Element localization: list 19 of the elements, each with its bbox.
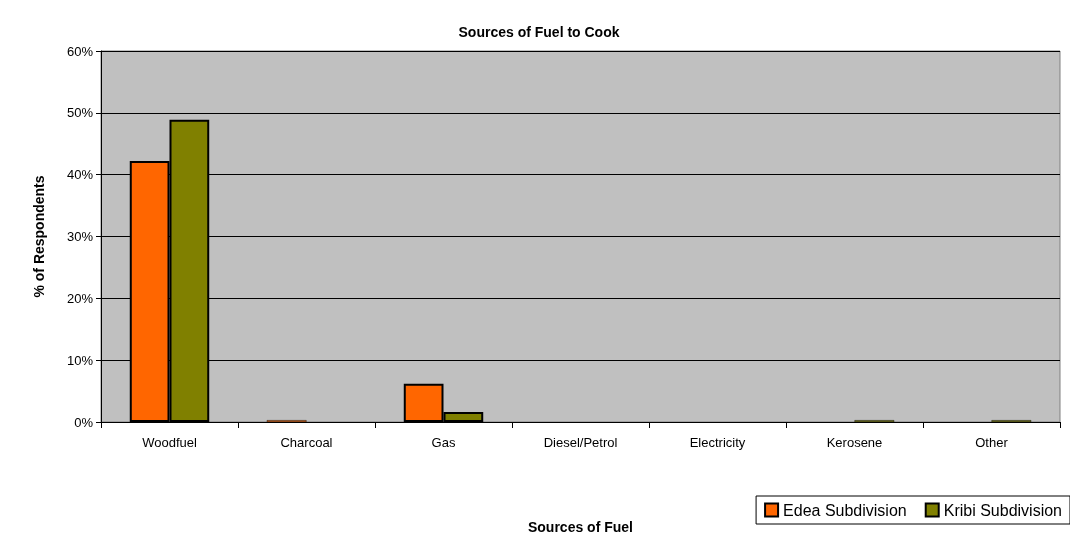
y-tick-label: 40% [66,167,94,183]
x-tick-label: Woodfuel [142,435,197,450]
y-tick-label: 20% [66,290,94,306]
x-axis-title: Sources of Fuel [527,519,634,535]
x-tick-label: Electricity [689,435,746,450]
chart-title: Sources of Fuel to Cook [458,24,620,40]
x-tick-label: Charcoal [280,435,333,450]
y-tick-label: 30% [66,229,94,244]
y-tick-label: 10% [66,352,94,368]
y-tick-label: 50% [66,105,94,121]
x-tick-label: Gas [431,435,456,450]
x-tick-label: Other [975,435,1009,450]
y-axis-title: % of Respondents [31,175,47,298]
x-tick-label: Kerosene [826,435,883,450]
legend-label: Edea Subdivision [783,501,907,519]
legend-label: Kribi Subdivision [943,501,1062,519]
y-tick-label: 60% [66,43,94,59]
y-tick-label: 0% [74,414,94,430]
x-tick-label: Diesel/Petrol [543,435,618,450]
